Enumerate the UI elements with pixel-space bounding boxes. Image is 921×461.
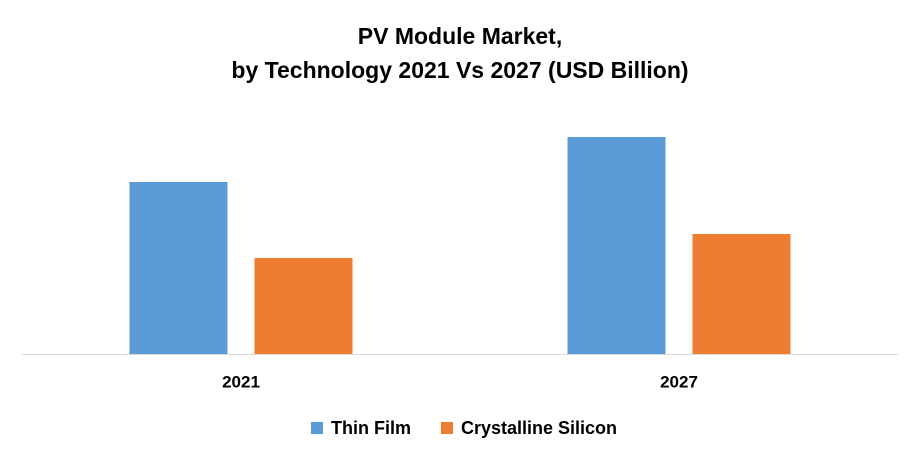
chart-title: PV Module Market,	[358, 23, 562, 49]
legend-label: Thin Film	[331, 418, 411, 438]
legend-swatch	[311, 422, 323, 434]
bar	[254, 258, 353, 354]
bar	[567, 137, 666, 354]
x-tick-label: 2027	[660, 372, 698, 391]
legend-swatch	[441, 422, 453, 434]
bar	[129, 182, 228, 354]
bar	[692, 234, 791, 354]
legend-label: Crystalline Silicon	[461, 418, 617, 438]
chart-title: by Technology 2021 Vs 2027 (USD Billion)	[231, 57, 688, 83]
x-tick-label: 2021	[222, 372, 260, 391]
